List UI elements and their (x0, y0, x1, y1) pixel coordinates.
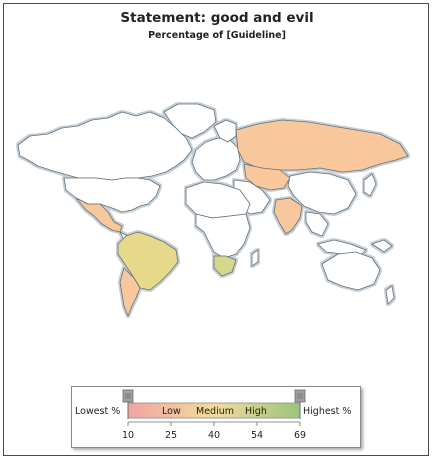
region-scandinavia[interactable] (213, 119, 237, 143)
region-brazil[interactable] (117, 231, 179, 291)
legend-tick-label: 69 (294, 430, 306, 441)
region-new-zealand[interactable] (385, 285, 395, 305)
region-europe[interactable] (191, 137, 241, 181)
legend-ticks: 10 25 40 54 69 (122, 422, 306, 441)
legend-slider-left[interactable] (122, 389, 134, 419)
region-mexico[interactable] (75, 197, 123, 233)
region-usa[interactable] (63, 177, 161, 213)
legend-band-medium: Medium (196, 406, 234, 417)
region-canada[interactable] (17, 111, 193, 181)
legend-band-low: Low (162, 406, 181, 417)
region-southeast-asia[interactable] (305, 211, 329, 237)
region-papua[interactable] (371, 239, 393, 253)
page-subtitle: Percentage of [Guideline] (148, 30, 286, 41)
region-argentina[interactable] (119, 267, 141, 317)
legend-slider-right[interactable] (294, 389, 306, 419)
legend-tick-label: 40 (208, 430, 220, 441)
legend-highest-label: Highest % (303, 406, 351, 417)
legend-lowest-label: Lowest % (75, 406, 120, 417)
legend-band-high: High (245, 406, 267, 417)
legend-tick-label: 54 (251, 430, 263, 441)
legend-tick-label: 10 (122, 430, 134, 441)
region-greenland[interactable] (163, 103, 217, 139)
region-madagascar[interactable] (251, 249, 259, 267)
region-india[interactable] (273, 197, 303, 235)
legend-tick-label: 25 (165, 430, 177, 441)
region-australia[interactable] (321, 251, 381, 291)
region-japan[interactable] (363, 173, 377, 197)
region-russia[interactable] (235, 119, 409, 173)
page-title: Statement: good and evil (120, 10, 314, 26)
color-legend: Lowest % Low Medium High Highest % 10 25 4… (75, 389, 351, 441)
region-south-africa[interactable] (213, 255, 237, 277)
region-kazakhstan[interactable] (243, 163, 291, 191)
region-central-africa[interactable] (195, 213, 251, 259)
region-china[interactable] (287, 171, 357, 215)
